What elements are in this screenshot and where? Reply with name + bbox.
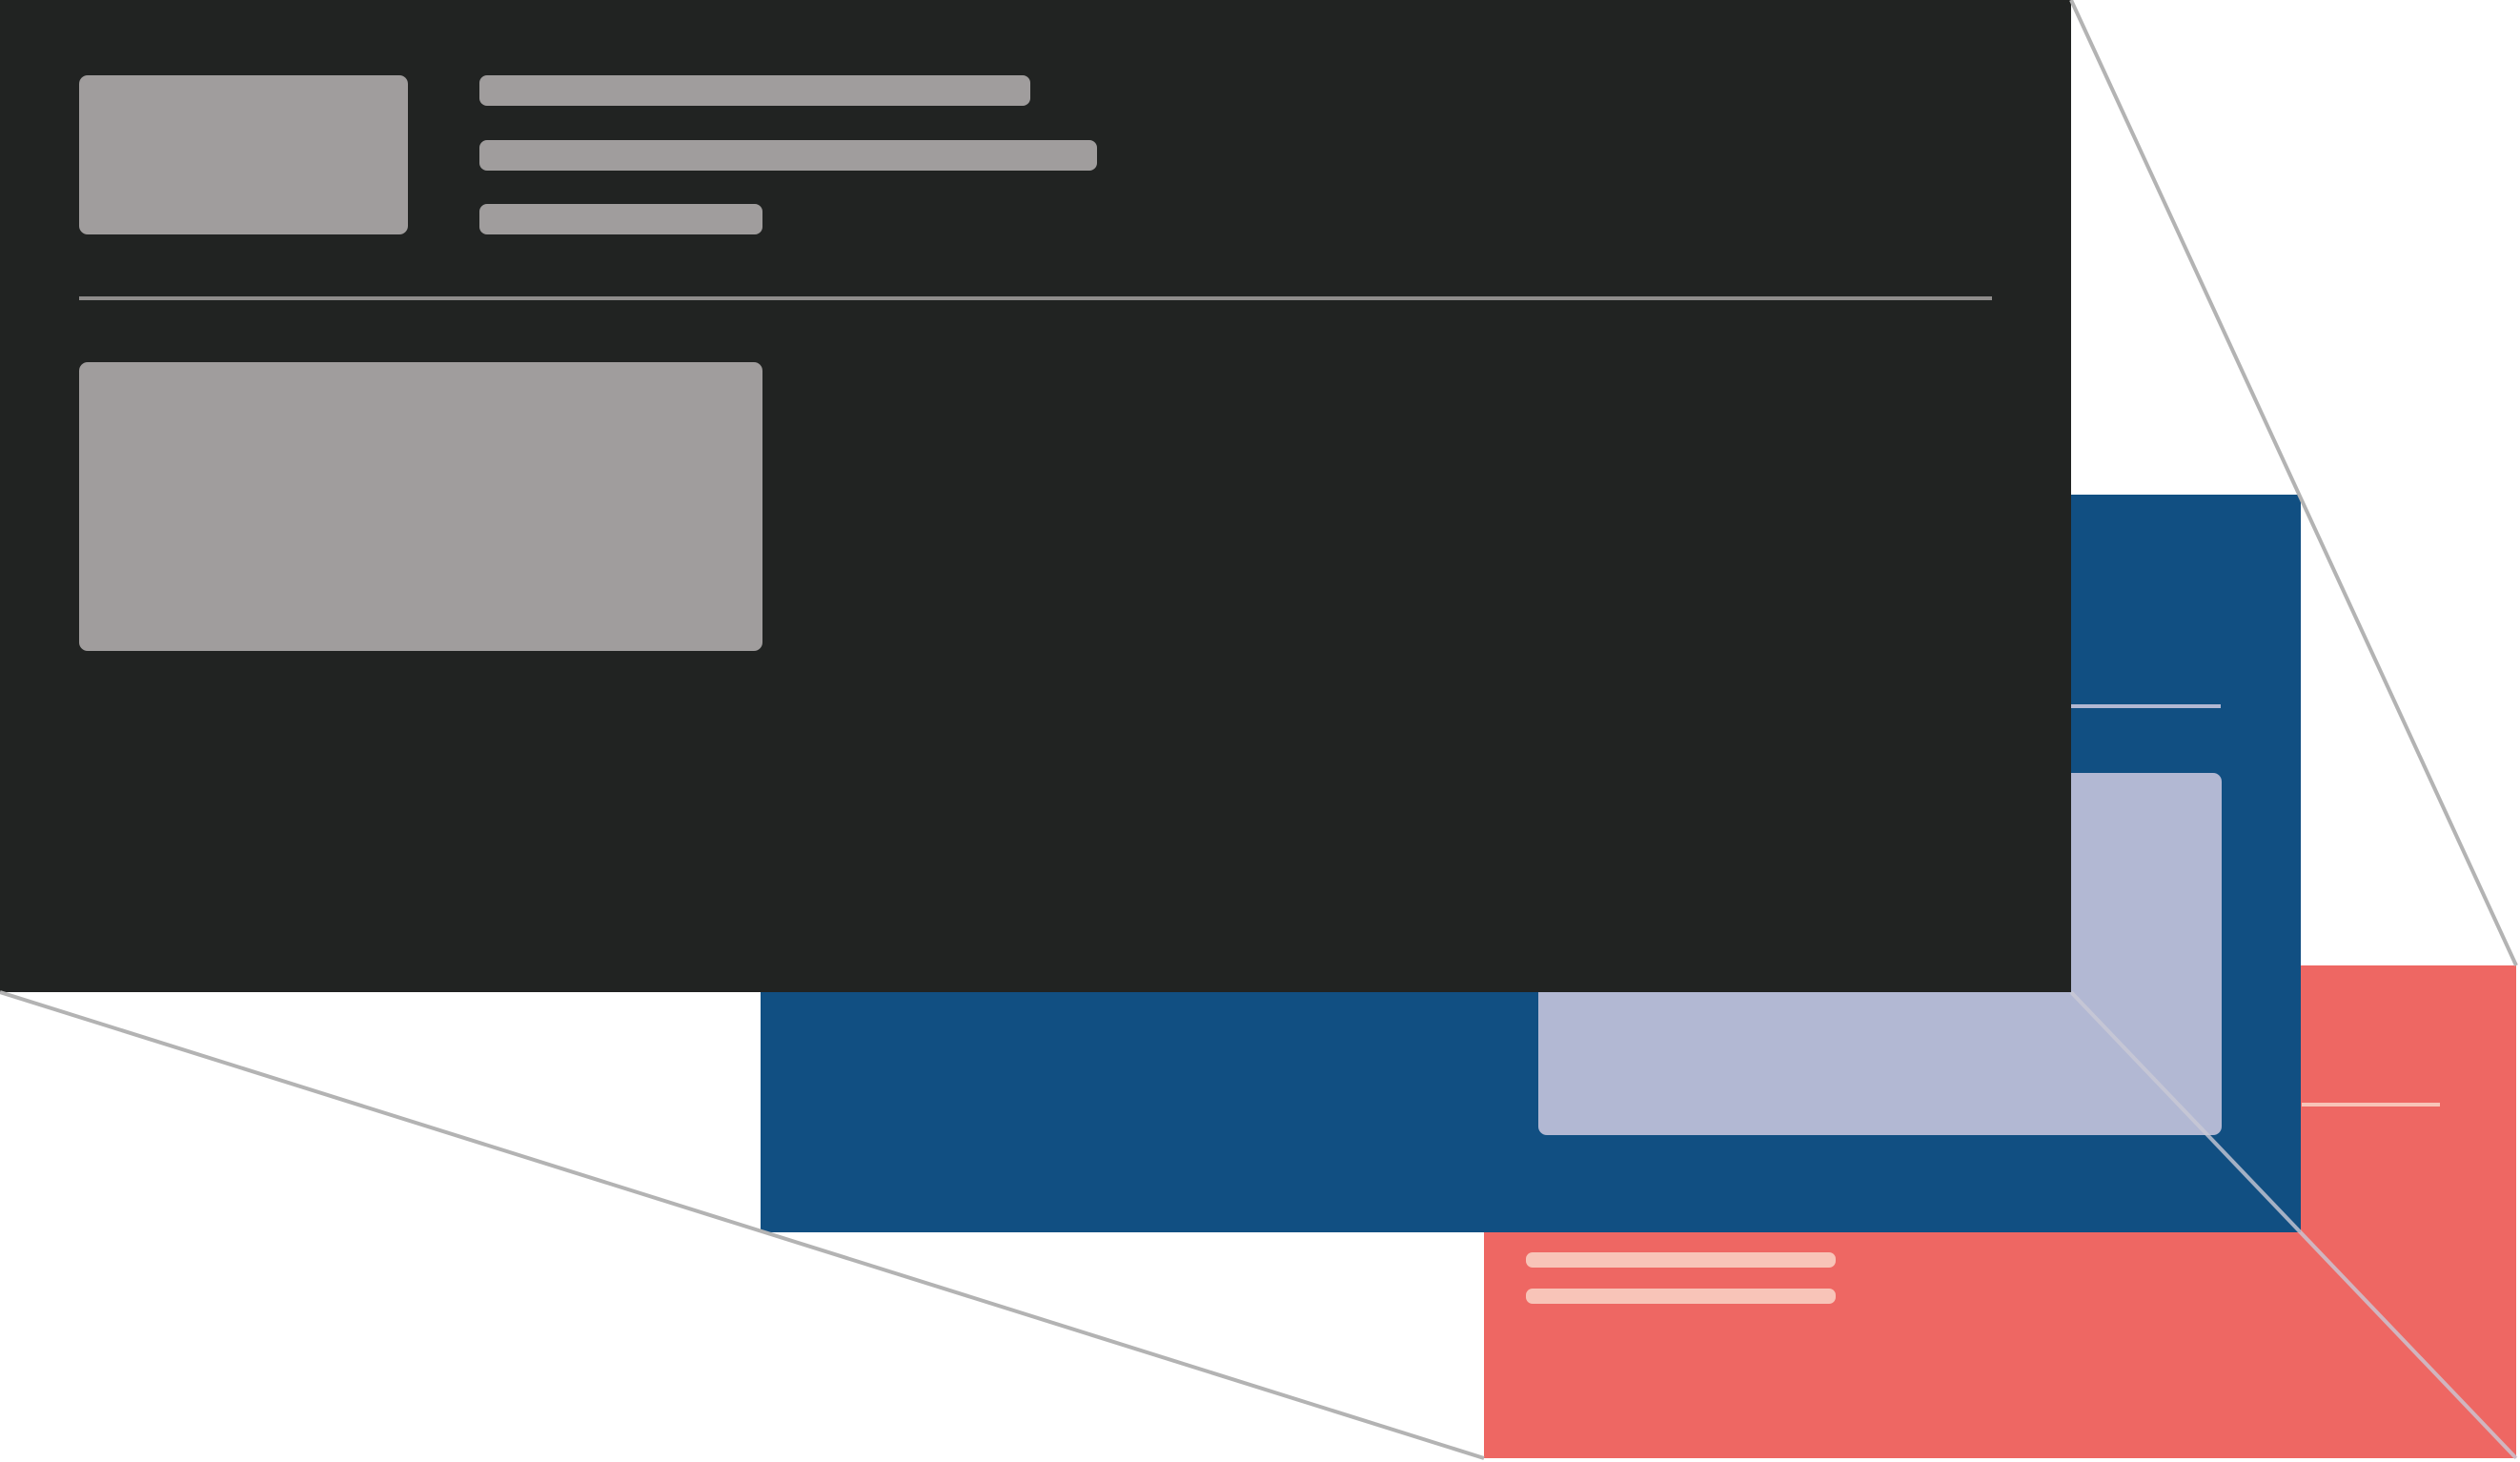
front-card-text-line bbox=[479, 75, 1030, 106]
back-card-text-line bbox=[1526, 1289, 1836, 1304]
connector-line bbox=[2069, 990, 2518, 1460]
front-card-thumbnail bbox=[79, 75, 408, 234]
front-card-block bbox=[79, 362, 762, 651]
front-card bbox=[0, 0, 2071, 992]
front-card-text-line bbox=[479, 204, 762, 234]
connector-line bbox=[0, 990, 1485, 1460]
back-card-text-line bbox=[1526, 1252, 1836, 1268]
connector-line bbox=[2069, 0, 2518, 966]
front-card-text-line bbox=[479, 140, 1097, 171]
